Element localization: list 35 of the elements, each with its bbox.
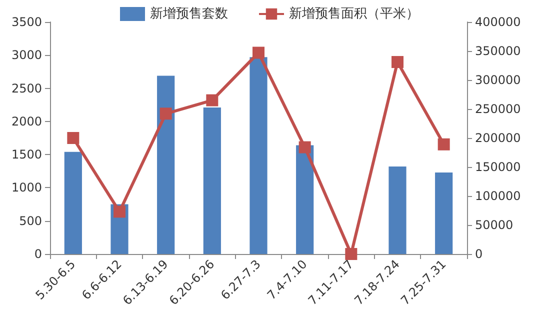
point: [298, 141, 311, 154]
y2-tick-label: 250000: [475, 102, 521, 116]
y2-tick-label: 400000: [475, 15, 521, 29]
y-tick-label: 2500: [11, 81, 42, 96]
y-tick-label: 1500: [11, 148, 42, 162]
y2-tick-label: 200000: [475, 131, 521, 145]
y2-tick-label: 100000: [475, 189, 521, 203]
point: [392, 56, 404, 68]
bar: [296, 145, 314, 254]
point: [114, 206, 126, 218]
point: [345, 248, 358, 260]
y-tick-label: 2000: [11, 114, 42, 128]
y2-tick-label: 50000: [475, 218, 514, 232]
bar: [250, 57, 268, 254]
y-tick-label: 500: [19, 214, 42, 228]
y2-tick-label: 0: [475, 247, 483, 261]
point: [252, 46, 264, 59]
point: [206, 94, 218, 106]
bar: [203, 108, 221, 254]
legend-label: 新增预售套数: [150, 6, 228, 22]
y2-tick-label: 350000: [475, 44, 521, 58]
legend-label: 新增预售面积（平米）: [289, 6, 419, 22]
point: [67, 132, 80, 144]
bar: [64, 152, 82, 254]
bar: [157, 76, 175, 254]
point: [438, 138, 450, 150]
bar: [388, 166, 406, 254]
y2-tick-label: 300000: [475, 73, 521, 87]
y-tick-label: 0: [34, 247, 42, 261]
y-tick-label: 3000: [11, 48, 42, 62]
y-tick-label: 1000: [11, 180, 42, 195]
y2-tick-label: 150000: [475, 160, 521, 174]
point: [160, 108, 172, 120]
bar: [435, 172, 453, 254]
y-tick-label: 3500: [11, 15, 42, 29]
